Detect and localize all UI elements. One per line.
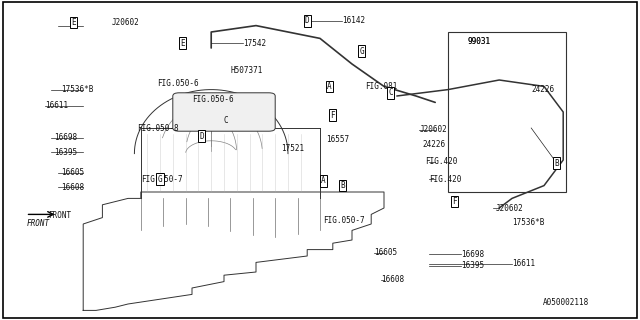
Text: FRONT: FRONT [27, 219, 50, 228]
Text: 99031: 99031 [467, 37, 490, 46]
Text: FIG.420: FIG.420 [429, 175, 461, 184]
Text: D: D [305, 16, 310, 25]
Text: F: F [452, 197, 457, 206]
Text: G: G [157, 175, 163, 184]
Text: 17536*B: 17536*B [61, 85, 93, 94]
Text: B: B [340, 181, 345, 190]
Text: J20602: J20602 [496, 204, 524, 212]
Text: FIG.050-7: FIG.050-7 [323, 216, 365, 225]
Text: A: A [327, 82, 332, 91]
Text: E: E [180, 39, 185, 48]
Text: F: F [330, 111, 335, 120]
Text: H507371: H507371 [230, 66, 263, 75]
Text: 17521: 17521 [282, 144, 305, 153]
Text: 16142: 16142 [342, 16, 365, 25]
Text: 16395: 16395 [54, 148, 77, 156]
Text: 16611: 16611 [512, 260, 535, 268]
Text: D: D [199, 132, 204, 140]
Text: 16698: 16698 [461, 250, 484, 259]
Text: 16698: 16698 [54, 133, 77, 142]
Text: A: A [321, 176, 326, 185]
Text: FRONT: FRONT [48, 212, 71, 220]
Text: B: B [554, 159, 559, 168]
Text: 24226: 24226 [531, 85, 554, 94]
Text: 16605: 16605 [61, 168, 84, 177]
Text: FIG.050-6: FIG.050-6 [192, 95, 234, 104]
Text: FIG.050-8: FIG.050-8 [138, 124, 179, 132]
Text: FIG.420: FIG.420 [426, 157, 458, 166]
Text: C: C [388, 88, 393, 97]
Text: FIG.081: FIG.081 [365, 82, 397, 91]
Text: 24226: 24226 [422, 140, 445, 148]
Text: G: G [359, 47, 364, 56]
Text: 16608: 16608 [381, 276, 404, 284]
Text: FIG.050-7: FIG.050-7 [141, 175, 182, 184]
Text: 16557: 16557 [326, 135, 349, 144]
Text: 16608: 16608 [61, 183, 84, 192]
Bar [448, 32, 566, 192]
Text: 16395: 16395 [461, 261, 484, 270]
Text: C: C [224, 116, 228, 124]
Text: J20602: J20602 [419, 125, 447, 134]
Text: 17536*B: 17536*B [512, 218, 545, 227]
Text: A050002118: A050002118 [543, 298, 589, 307]
Text: FIG.050-6: FIG.050-6 [157, 79, 198, 88]
Text: 16611: 16611 [45, 101, 68, 110]
Text: J20602: J20602 [112, 18, 140, 27]
Text: 99031: 99031 [467, 37, 490, 46]
Text: E: E [71, 18, 76, 27]
Text: 16605: 16605 [374, 248, 397, 257]
FancyBboxPatch shape [173, 93, 275, 131]
Text: 17542: 17542 [243, 39, 266, 48]
